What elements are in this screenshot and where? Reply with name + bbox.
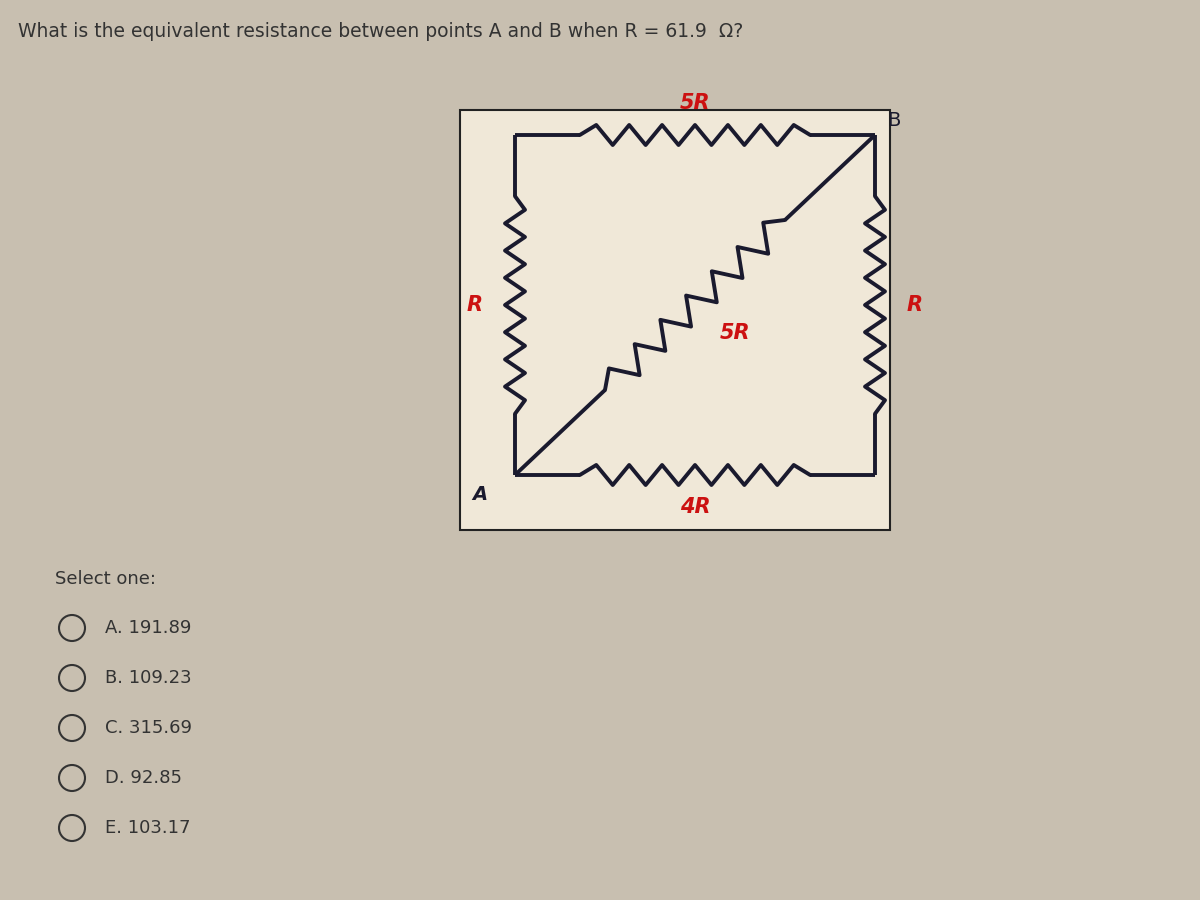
Text: Select one:: Select one:	[55, 570, 156, 588]
Text: 5R: 5R	[679, 93, 710, 113]
Text: What is the equivalent resistance between points A and B when R = 61.9  Ω?: What is the equivalent resistance betwee…	[18, 22, 743, 41]
Text: A: A	[472, 485, 487, 504]
Text: R: R	[907, 295, 923, 315]
Text: B. 109.23: B. 109.23	[106, 669, 192, 687]
Text: D. 92.85: D. 92.85	[106, 769, 182, 787]
Text: R: R	[467, 295, 482, 315]
Text: C. 315.69: C. 315.69	[106, 719, 192, 737]
Text: 4R: 4R	[679, 497, 710, 517]
Text: B: B	[887, 111, 900, 130]
Text: A. 191.89: A. 191.89	[106, 619, 191, 637]
Text: 5R: 5R	[720, 323, 751, 343]
Text: E. 103.17: E. 103.17	[106, 819, 191, 837]
Bar	[460, 110, 890, 530]
